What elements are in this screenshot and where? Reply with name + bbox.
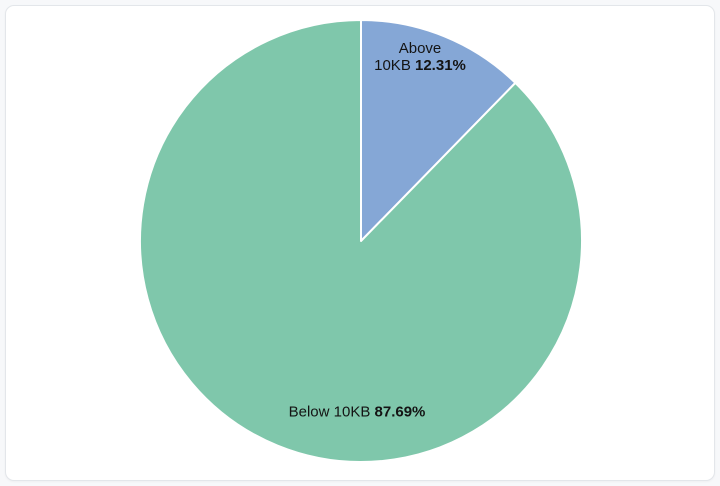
pie-slice-below-10kb[interactable] [139, 19, 583, 463]
pie-slice-above-10kb[interactable] [360, 19, 517, 242]
